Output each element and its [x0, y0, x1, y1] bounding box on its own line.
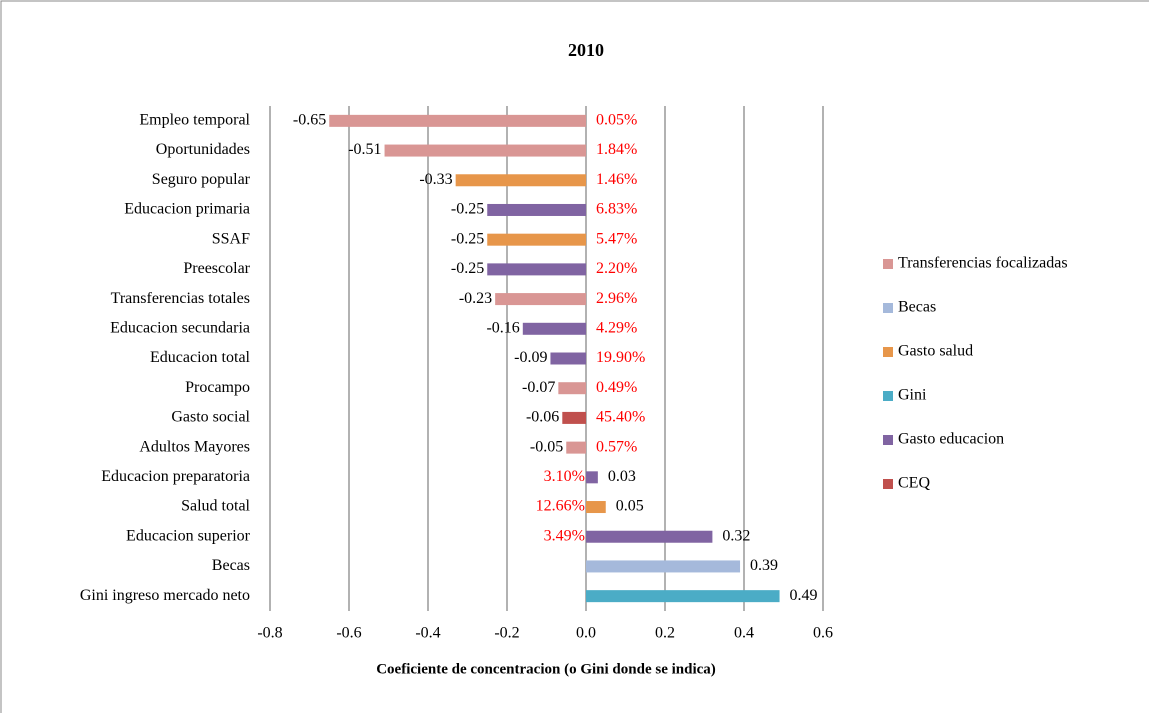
value-label: -0.65	[293, 112, 326, 129]
value-label: -0.07	[522, 379, 555, 396]
share-label: 1.84%	[596, 141, 637, 158]
y-tick-label: Becas	[212, 557, 250, 574]
bar	[522, 322, 586, 335]
legend-swatch	[883, 435, 893, 445]
value-label: -0.09	[514, 349, 547, 366]
x-tick-label: 0.0	[576, 625, 596, 642]
y-tick-label: Educacion preparatoria	[101, 468, 250, 485]
value-label: 0.49	[790, 587, 818, 604]
share-label: 4.29%	[596, 319, 637, 336]
y-tick-label: Gasto social	[171, 409, 250, 426]
x-tick-label: -0.6	[336, 625, 361, 642]
bar	[586, 530, 713, 543]
y-tick-label: Empleo temporal	[139, 112, 250, 129]
value-label: 0.32	[722, 527, 750, 544]
bar	[455, 174, 586, 187]
y-tick-label: Transferencias totales	[111, 290, 250, 307]
share-label: 19.90%	[596, 349, 645, 366]
bar	[384, 144, 586, 157]
bar	[487, 203, 586, 216]
bar	[550, 352, 586, 365]
share-label: 45.40%	[596, 409, 645, 426]
bar	[329, 114, 586, 127]
y-tick-label: Educacion superior	[126, 527, 251, 544]
x-axis-title: Coeficiente de concentracion (o Gini don…	[376, 661, 716, 677]
y-tick-label: SSAF	[212, 230, 250, 247]
value-label: -0.25	[451, 260, 484, 277]
y-tick-label: Seguro popular	[152, 171, 251, 188]
bar	[586, 590, 780, 603]
legend-swatch	[883, 347, 893, 357]
bar	[586, 471, 598, 484]
bar	[495, 293, 586, 306]
bar	[586, 501, 606, 514]
legend-label: Gasto educacion	[898, 431, 1004, 448]
bar	[566, 441, 586, 454]
bar	[586, 560, 741, 573]
x-tick-label: 0.2	[655, 625, 675, 642]
y-tick-label: Educacion secundaria	[110, 319, 250, 336]
share-label: 0.49%	[596, 379, 637, 396]
legend-swatch	[883, 479, 893, 489]
y-tick-label: Procampo	[185, 379, 250, 396]
x-tick-label: -0.8	[257, 625, 282, 642]
legend-label: Gini	[898, 387, 927, 404]
legend-swatch	[883, 259, 893, 269]
x-tick-label: 0.6	[813, 625, 833, 642]
share-label: 0.57%	[596, 438, 637, 455]
bar	[558, 382, 586, 395]
value-label: 0.05	[616, 498, 644, 515]
value-label: -0.51	[348, 141, 381, 158]
legend-label: Becas	[898, 299, 936, 316]
share-label: 5.47%	[596, 230, 637, 247]
share-label: 12.66%	[536, 498, 585, 515]
value-label: 0.03	[608, 468, 636, 485]
legend-label: Gasto salud	[898, 343, 973, 360]
share-label: 0.05%	[596, 112, 637, 129]
share-label: 3.49%	[544, 527, 585, 544]
y-tick-label: Educacion primaria	[124, 201, 250, 218]
bar	[562, 411, 586, 424]
y-tick-label: Educacion total	[150, 349, 251, 366]
value-label: -0.06	[526, 409, 559, 426]
x-tick-label: -0.2	[494, 625, 519, 642]
y-tick-label: Gini ingreso mercado neto	[80, 587, 250, 604]
value-label: -0.23	[459, 290, 492, 307]
legend-label: CEQ	[898, 475, 930, 492]
value-label: -0.16	[486, 319, 519, 336]
value-label: -0.33	[419, 171, 452, 188]
value-label: -0.05	[530, 438, 563, 455]
value-label: -0.25	[451, 230, 484, 247]
legend-label: Transferencias focalizadas	[898, 255, 1068, 272]
share-label: 1.46%	[596, 171, 637, 188]
y-tick-label: Preescolar	[183, 260, 250, 277]
value-label: 0.39	[750, 557, 778, 574]
share-label: 2.20%	[596, 260, 637, 277]
bar	[487, 263, 586, 276]
x-tick-label: -0.4	[415, 625, 440, 642]
legend-swatch	[883, 303, 893, 313]
chart-title: 2010	[568, 40, 604, 60]
y-tick-label: Adultos Mayores	[139, 438, 250, 455]
value-label: -0.25	[451, 201, 484, 218]
y-tick-label: Oportunidades	[156, 141, 250, 158]
legend-swatch	[883, 391, 893, 401]
share-label: 3.10%	[544, 468, 585, 485]
share-label: 6.83%	[596, 201, 637, 218]
y-tick-label: Salud total	[181, 498, 250, 515]
bar	[487, 233, 586, 246]
x-tick-label: 0.4	[734, 625, 754, 642]
share-label: 2.96%	[596, 290, 637, 307]
